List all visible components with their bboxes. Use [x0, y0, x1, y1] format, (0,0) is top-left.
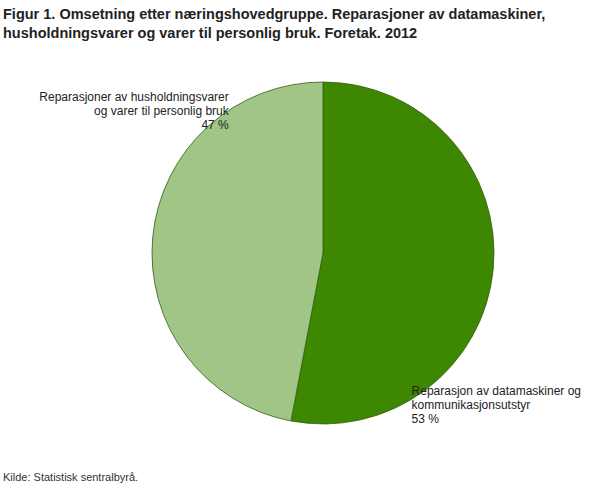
slice-label-line: Reparasjon av datamaskiner og [412, 384, 581, 398]
title: Figur 1. Omsetning etter næringshovedgru… [3, 6, 545, 41]
slice-label-line: Reparasjoner av husholdningsvarer [39, 90, 228, 104]
pie [152, 82, 494, 424]
slice-label-line: kommunikasjonsutstyr [412, 398, 531, 412]
slice-label: Reparasjon av datamaskiner ogkommunikasj… [412, 384, 581, 412]
slice-label-line: og varer til personlig bruk [94, 104, 230, 118]
title-line: husholdningsvarer og varer til personlig… [3, 25, 417, 41]
data-label: 47 % [201, 118, 229, 132]
chart: Figur 1. Omsetning etter næringshovedgru… [0, 0, 610, 488]
pie-slice [152, 82, 323, 421]
data-label: 53 % [412, 412, 440, 426]
title-line: Figur 1. Omsetning etter næringshovedgru… [3, 6, 545, 22]
slice-label: Reparasjoner av husholdningsvarerog vare… [39, 90, 229, 118]
source: Kilde: Statistisk sentralbyrå. [3, 471, 138, 483]
